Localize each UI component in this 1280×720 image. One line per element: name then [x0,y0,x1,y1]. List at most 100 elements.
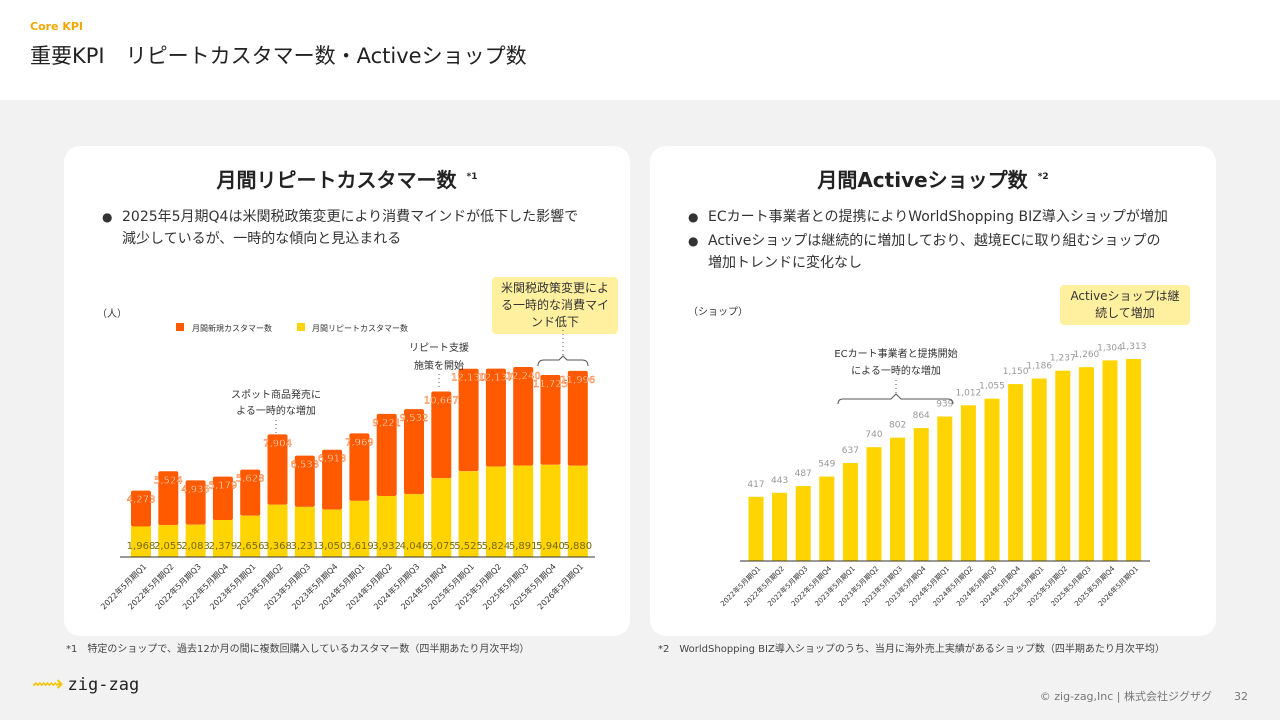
bar-new-customers [158,471,179,526]
total-label: 6,913 [318,454,347,465]
total-label: 9,532 [400,413,429,424]
bar-active-shops [1008,384,1024,561]
repeat-label: 5,891 [509,541,538,552]
bar-active-shops [1031,378,1047,561]
card-title-text: 月間リピートカスタマー数 [216,168,457,192]
card-title: 月間Activeショップ数 *2 [650,164,1216,193]
x-tick-label: 2024年5月期Q4 [978,564,1022,608]
x-tick-label: 2026年5月期Q1 [1096,564,1140,608]
bar-new-customers [458,368,479,472]
bar-new-customers [540,375,561,465]
card-title-text: 月間Activeショップ数 [817,168,1028,192]
annotation: ECカート事業者と提携開始 [834,347,957,360]
x-tick-label: 2024年5月期Q3 [371,561,421,611]
total-label: 4,935 [181,484,210,495]
x-tick-label: 2023年5月期Q4 [289,561,339,611]
total-label: 7,969 [345,437,374,448]
x-tick-label: 2024年5月期Q3 [954,564,998,608]
total-label: 9,221 [372,418,401,429]
total-label: 11,725 [533,379,568,390]
bar-new-customers [322,449,343,510]
bar-new-customers [240,469,261,516]
repeat-label: 3,619 [345,541,374,552]
legend-label: 月間新規カスタマー数 [192,323,272,333]
value-label: 1,237 [1050,354,1076,364]
bar-repeat-customers [349,500,370,557]
bar-repeat-customers [294,506,315,557]
card-title: 月間リピートカスタマー数 *1 [64,164,630,193]
repeat-label: 5,075 [427,541,456,552]
bar-active-shops [960,405,976,561]
x-tick-label: 2022年5月期Q2 [742,564,786,608]
value-label: 1,055 [979,382,1005,392]
bar-active-shops [748,496,764,561]
copyright: © zig-zag,Inc | 株式会社ジグザグ 32 [1040,688,1248,704]
x-tick-label: 2022年5月期Q4 [180,561,230,611]
bar-repeat-customers [158,525,179,557]
footnote-mark: *2 [1037,172,1049,183]
x-tick-label: 2022年5月期Q1 [718,564,762,608]
bar-repeat-customers [376,495,397,557]
repeat-label: 3,231 [290,541,319,552]
total-label: 5,524 [154,475,183,486]
repeat-label: 4,046 [400,541,429,552]
x-tick-label: 2025年5月期Q2 [1025,564,1069,608]
x-tick-label: 2023年5月期Q3 [262,561,312,611]
x-tick-label: 2025年5月期Q2 [453,561,503,611]
repeat-label: 3,932 [372,541,401,552]
bar-new-customers [131,490,151,527]
x-tick-label: 2025年5月期Q4 [508,561,558,611]
copyright-text: © zig-zag,Inc | 株式会社ジグザグ [1039,690,1212,703]
bar-repeat-customers [185,524,206,557]
kicker: Core KPI [30,20,84,33]
bar-active-shops [1126,359,1142,561]
bar-new-customers [513,367,534,466]
total-label: 12,130 [451,373,486,384]
bar-active-shops [1078,367,1094,561]
repeat-label: 5,880 [563,541,592,552]
bar-new-customers [212,476,233,521]
total-label: 5,628 [236,474,265,485]
bar-repeat-customers [212,520,233,557]
footnote-mark: *1 [466,172,478,183]
page-title: 重要KPI リピートカスタマー数・Activeショップ数 [30,44,527,68]
bar-repeat-customers [240,515,261,557]
value-label: 1,186 [1026,362,1052,372]
footnote-1: *1 特定のショップで、過去12か月の間に複数回購入しているカスタマー数（四半期… [66,644,530,655]
x-tick-label: 2023年5月期Q2 [836,564,880,608]
repeat-label: 3,050 [318,541,347,552]
bar-repeat-customers [267,504,288,557]
value-label: 802 [889,421,906,431]
x-tick-label: 2024年5月期Q4 [399,561,449,611]
zigzag-logo-icon: ⟿ [32,672,64,697]
bar-new-customers [431,391,452,479]
note-box: Activeショップは継続して増加 [1060,285,1190,325]
x-tick-label: 2022年5月期Q2 [126,561,176,611]
active-shop-card: 月間Activeショップ数 *2 ECカート事業者との提携によりWorldShop… [650,146,1216,636]
bar-active-shops [890,437,906,561]
annotation: による一時的な増加 [851,364,941,377]
x-tick-label: 2024年5月期Q1 [317,561,367,611]
repeat-label: 5,940 [536,541,565,552]
x-tick-label: 2026年5月期Q1 [535,561,585,611]
x-tick-label: 2025年5月期Q1 [426,561,476,611]
bar-new-customers [349,433,370,501]
value-label: 1,012 [956,388,982,398]
y-axis-unit: （人） [97,308,127,320]
total-label: 7,904 [263,438,292,449]
x-tick-label: 2023年5月期Q1 [813,564,857,608]
repeat-label: 2,379 [209,541,238,552]
logo: ⟿ zig-zag [32,672,139,697]
bar-repeat-customers [458,471,479,557]
bar-repeat-customers [404,494,424,557]
x-tick-label: 2025年5月期Q3 [1049,564,1093,608]
total-label: 10,667 [424,395,459,406]
logo-text: zig-zag [67,674,140,695]
total-label: 12,240 [506,371,541,382]
x-tick-label: 2025年5月期Q1 [1002,564,1046,608]
bar-active-shops [913,428,929,561]
repeat-label: 5,824 [482,541,511,552]
bar-repeat-customers [485,466,506,557]
x-tick-label: 2023年5月期Q4 [884,564,928,608]
